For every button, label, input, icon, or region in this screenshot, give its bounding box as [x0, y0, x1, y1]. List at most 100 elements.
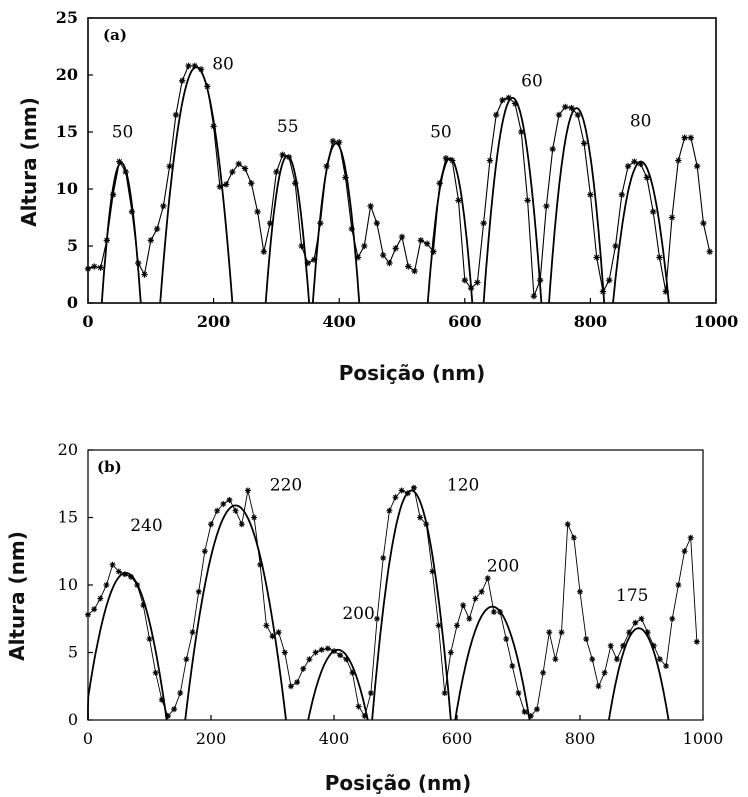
- peak-annotation: 50: [112, 123, 134, 143]
- data-point: [423, 240, 431, 247]
- fit-arc: [184, 504, 287, 721]
- plot-area: [85, 484, 700, 721]
- data-point: [122, 168, 129, 176]
- data-point: [191, 62, 198, 70]
- data-point: [279, 151, 286, 158]
- data-point: [580, 140, 588, 147]
- data-point: [97, 264, 104, 271]
- data-point: [367, 202, 374, 210]
- data-point: [543, 202, 550, 210]
- chart-panel-b: (b) Posição (nm) Altura (nm) 0 200 400 600 8…: [5, 440, 723, 795]
- data-point: [294, 679, 301, 686]
- peak-annotation: 200: [342, 604, 374, 624]
- data-point: [467, 284, 475, 292]
- data-point: [172, 111, 180, 119]
- data-point: [530, 292, 538, 300]
- data-point: [254, 208, 261, 215]
- data-point: [197, 66, 205, 73]
- data-point: [260, 248, 268, 255]
- data-point: [493, 111, 500, 119]
- data-point: [115, 568, 122, 575]
- x-tick-label: 200: [196, 729, 227, 748]
- data-point: [478, 588, 485, 595]
- data-point: [281, 649, 288, 656]
- profile-line: [87, 486, 698, 718]
- data-point: [669, 615, 676, 622]
- data-point: [361, 712, 368, 719]
- data-point: [312, 649, 319, 656]
- data-point: [275, 629, 282, 636]
- data-point: [257, 561, 264, 568]
- y-tick-label: 15: [58, 508, 78, 527]
- x-tick-label: 800: [565, 729, 596, 748]
- panel-label-b: (b): [97, 458, 122, 476]
- data-point: [521, 708, 528, 715]
- data-point: [524, 197, 531, 204]
- data-point: [306, 656, 313, 663]
- data-point: [128, 208, 136, 215]
- data-point: [189, 629, 196, 636]
- data-point: [449, 157, 456, 164]
- data-point: [91, 606, 98, 613]
- data-point: [210, 123, 217, 130]
- data-point: [373, 220, 381, 227]
- peak-annotation: 60: [521, 71, 543, 91]
- data-point: [235, 160, 242, 168]
- data-point: [153, 225, 161, 233]
- data-point: [355, 703, 362, 710]
- peak-annotation: 240: [130, 516, 162, 536]
- data-point: [461, 277, 468, 284]
- data-point: [555, 111, 563, 119]
- peak-annotation: 50: [430, 123, 452, 143]
- data-point: [201, 548, 208, 555]
- data-point: [564, 521, 571, 528]
- data-point: [447, 649, 454, 656]
- data-point: [251, 514, 258, 521]
- data-point: [441, 690, 448, 696]
- data-point: [179, 77, 186, 84]
- data-point: [160, 202, 167, 210]
- data-point: [354, 254, 362, 261]
- data-point: [244, 487, 251, 494]
- data-point: [593, 254, 600, 261]
- data-point: [599, 288, 607, 295]
- data-point: [472, 595, 479, 602]
- peak-annotation: 80: [212, 54, 234, 74]
- data-point: [638, 615, 645, 622]
- data-point: [273, 168, 280, 176]
- data-point: [248, 180, 255, 187]
- fit-arc: [454, 605, 531, 721]
- data-point: [195, 588, 202, 595]
- data-point: [398, 233, 406, 241]
- fit-arc: [482, 96, 543, 304]
- data-point: [222, 181, 230, 188]
- data-point: [650, 208, 657, 215]
- data-point: [324, 645, 331, 652]
- data-point: [631, 158, 638, 165]
- data-point: [693, 163, 701, 170]
- x-tick-label: 400: [322, 312, 355, 331]
- data-point: [380, 555, 387, 561]
- fit-arc: [608, 627, 670, 721]
- x-tick-label: 0: [82, 312, 93, 331]
- data-point: [411, 267, 418, 275]
- data-point: [429, 568, 436, 575]
- data-point: [518, 128, 525, 136]
- data-point: [318, 646, 325, 653]
- data-point: [185, 62, 192, 70]
- x-tick-label: 200: [197, 312, 230, 331]
- data-point: [361, 242, 368, 250]
- data-point: [85, 611, 91, 618]
- data-point: [606, 277, 613, 284]
- data-point: [423, 521, 430, 528]
- y-tick-label: 20: [56, 65, 78, 84]
- y-axis-label-a: Altura (nm): [17, 97, 41, 227]
- data-point: [460, 602, 467, 609]
- data-point: [515, 690, 522, 696]
- data-point: [116, 158, 123, 165]
- data-point: [392, 245, 399, 252]
- data-point: [208, 521, 214, 528]
- data-point: [687, 134, 695, 141]
- data-point: [693, 638, 700, 645]
